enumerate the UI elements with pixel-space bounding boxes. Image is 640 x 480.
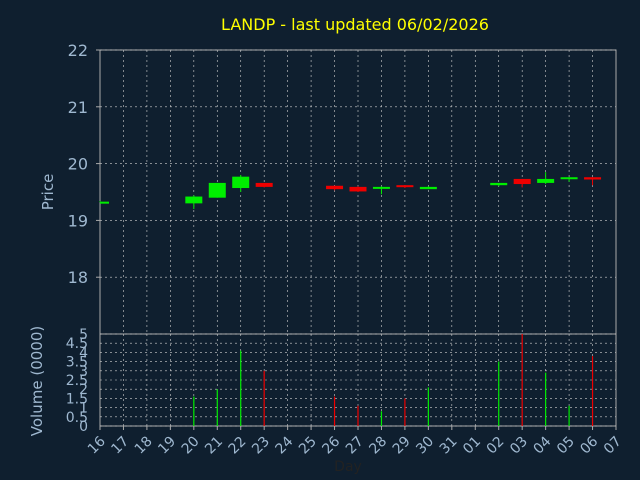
candle-body [100,201,109,204]
volume-y-tick-label: 4 [79,345,88,361]
volume-y-tick-label: 1.5 [66,391,88,407]
price-axis-label: Price [39,174,57,211]
volume-y-tick-label: 3 [79,364,88,380]
candles [99,172,602,210]
volume-bars [193,334,594,426]
price-y-tick-label: 20 [68,155,88,174]
volume-y-ticks: 00.511.522.533.544.55 [66,327,88,435]
candle-body [584,177,602,180]
candle-body [396,185,414,188]
candle-body [560,177,578,180]
price-y-ticks: 18 19 20 21 22 [68,41,100,287]
candle-body [513,178,531,185]
price-y-tick-label: 18 [68,268,88,287]
candle-body [349,186,367,192]
candle-body [537,178,555,183]
volume-axis-label: Volume (0000) [28,326,46,436]
volume-y-tick-label: 0.5 [66,410,88,426]
volume-y-tick-label: 1 [79,401,88,417]
candle-body [208,182,226,198]
candle-body [419,186,437,190]
volume-y-tick-label: 3.5 [66,355,88,371]
candle-body [326,185,344,190]
x-axis-label: Day [334,459,362,475]
volume-y-tick-label: 0 [79,419,88,435]
volume-y-tick-label: 2.5 [66,373,88,389]
volume-y-tick-label: 4.5 [66,336,88,352]
candle-body [255,182,273,187]
candle-body [372,186,390,189]
price-y-tick-label: 19 [68,211,88,230]
candle-body [490,182,508,186]
price-y-tick-label: 21 [68,98,88,117]
chart-title: LANDP - last updated 06/02/2026 [221,15,489,34]
price-grid [100,49,616,334]
price-y-tick-label: 22 [68,41,88,60]
volume-y-tick-label: 5 [79,327,88,343]
volume-y-tick-label: 2 [79,382,88,398]
x-tick-labels: 16 17 18 19 20 21 22 23 24 25 26 27 28 29 30 31 01 02 03 04… [85,426,625,457]
candle-body [185,196,203,204]
candle-body [232,176,250,189]
